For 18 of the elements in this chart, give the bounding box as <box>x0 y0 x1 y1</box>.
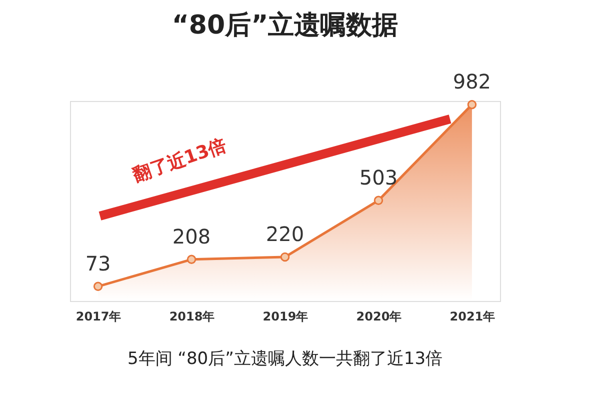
data-label: 982 <box>452 70 492 94</box>
data-label: 73 <box>85 251 111 276</box>
data-label: 208 <box>172 224 211 248</box>
point <box>374 196 384 206</box>
point <box>280 252 290 262</box>
x-tick-label: 2020年 <box>356 310 402 324</box>
point <box>186 254 196 264</box>
data-label: 503 <box>359 165 398 190</box>
chart-title: “80后”立遗嘱数据 <box>172 10 398 41</box>
point <box>467 100 477 110</box>
x-tick-label: 2017年 <box>76 310 122 324</box>
text: 5年间 “80后”立遗嘱人数一共翻了近13倍 <box>127 349 443 369</box>
point <box>93 282 103 292</box>
x-tick-label: 2021年 <box>450 310 496 324</box>
data-label: 220 <box>266 222 304 246</box>
annotation: 翻了近13倍 <box>130 134 230 187</box>
x-tick-label: 2018年 <box>169 310 215 324</box>
x-tick-label: 2019年 <box>262 310 308 324</box>
